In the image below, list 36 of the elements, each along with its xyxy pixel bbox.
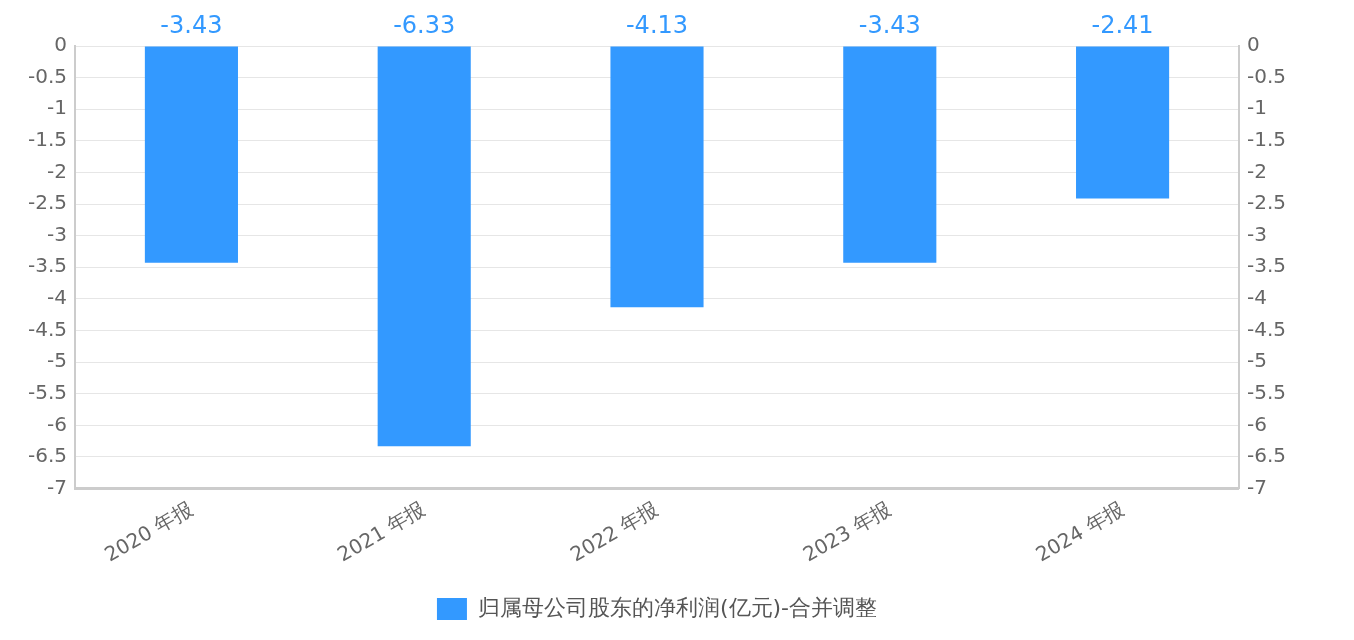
y2-tick-label: -6.5: [1246, 443, 1287, 468]
y-tick-label: -4.5: [27, 316, 68, 341]
y2-tick-label: -7: [1246, 474, 1267, 499]
y2-tick-label: -3.5: [1246, 253, 1287, 278]
y-tick-label: -6: [47, 411, 68, 436]
y-tick-label: -5: [47, 348, 68, 373]
y2-tick-label: -5.5: [1246, 379, 1287, 404]
y-tick-label: -6.5: [27, 443, 68, 468]
y-tick-label: -7: [47, 474, 68, 499]
data-label: -3.43: [160, 10, 223, 39]
y-tick-label: -5.5: [27, 379, 68, 404]
y2-tick-label: -1.5: [1246, 127, 1287, 152]
y-tick-label: -3.5: [27, 253, 68, 278]
y2-tick-label: -4: [1246, 285, 1267, 310]
data-label: -3.43: [858, 10, 921, 39]
data-label: -4.13: [625, 10, 689, 39]
legend-label: 归属母公司股东的净利润(亿元)-合并调整: [477, 594, 878, 620]
y-tick-label: -1.5: [27, 127, 68, 152]
y2-tick-label: -3: [1246, 221, 1267, 246]
y-tick-label: -3: [47, 221, 68, 246]
y-tick-label: -4: [47, 285, 68, 310]
y-tick-label: -0.5: [27, 63, 68, 88]
y-tick-label: -2.5: [27, 190, 68, 215]
y2-tick-label: -2.5: [1246, 190, 1287, 215]
data-label: -2.41: [1091, 10, 1154, 39]
y2-tick-label: -4.5: [1246, 316, 1287, 341]
y2-tick-label: -1: [1246, 95, 1267, 120]
y2-tick-label: -6: [1246, 411, 1267, 436]
y2-tick-label: 0: [1246, 32, 1260, 57]
y-tick-label: -1: [47, 95, 68, 120]
data-label: -6.33: [393, 10, 456, 39]
y-tick-label: 0: [54, 32, 68, 57]
y2-tick-label: -5: [1246, 348, 1267, 373]
y-tick-label: -2: [47, 158, 68, 183]
y2-tick-label: -2: [1246, 158, 1267, 183]
y2-tick-label: -0.5: [1246, 63, 1287, 88]
